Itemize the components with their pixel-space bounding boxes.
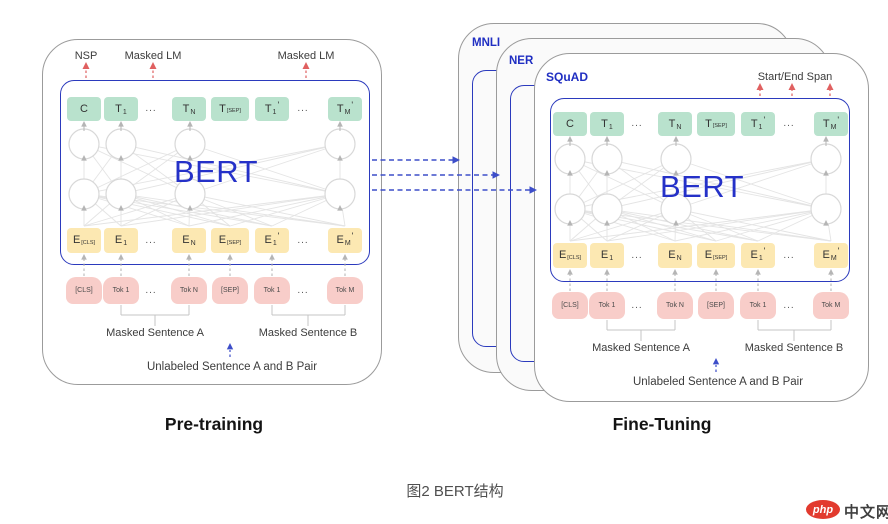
masked-sentence-a-label-ft: Masked Sentence A bbox=[592, 342, 690, 354]
finetuning-ellipsis: ... bbox=[783, 118, 795, 129]
pair-label: Unlabeled Sentence A and B Pair bbox=[146, 361, 318, 373]
pretraining-ellipsis: ... bbox=[297, 103, 309, 114]
finetuning-ellipsis: ... bbox=[631, 299, 643, 311]
masked-sentence-b-label-ft: Masked Sentence B bbox=[744, 342, 844, 354]
ner-label: NER bbox=[509, 55, 534, 67]
masked-sentence-a-label: Masked Sentence A bbox=[106, 327, 204, 339]
pretraining-embedding-token: E 1 ' bbox=[255, 228, 289, 253]
start-end-span-label: Start/End Span bbox=[757, 71, 833, 83]
bert-title-finetuning: BERT bbox=[659, 169, 745, 204]
finetuning-input-token: Tok M bbox=[813, 292, 849, 319]
finetuning-input-token: Tok 1 bbox=[740, 292, 776, 319]
squad-label: SQuAD bbox=[546, 70, 588, 84]
pretraining-input-token: Tok 1 bbox=[103, 277, 139, 304]
pair-label-ft: Unlabeled Sentence A and B Pair bbox=[632, 376, 804, 388]
pretraining-embedding-token: E [SEP] bbox=[211, 228, 249, 253]
pretraining-input-token: Tok 1 bbox=[254, 277, 290, 304]
finetuning-output-token: T [SEP] bbox=[697, 112, 735, 136]
pretraining-output-token: C bbox=[67, 97, 101, 121]
finetuning-output-token: C bbox=[553, 112, 587, 136]
pretraining-input-token: [CLS] bbox=[66, 277, 102, 304]
pretraining-ellipsis: ... bbox=[297, 234, 309, 246]
finetuning-input-token: Tok 1 bbox=[589, 292, 625, 319]
pretraining-input-token: [SEP] bbox=[212, 277, 248, 304]
pretraining-output-token: T 1 ' bbox=[255, 97, 289, 121]
pretraining-input-token: Tok M bbox=[327, 277, 363, 304]
bert-title-pretraining: BERT bbox=[173, 154, 259, 189]
finetuning-input-token: [CLS] bbox=[552, 292, 588, 319]
finetuning-input-token: [SEP] bbox=[698, 292, 734, 319]
squad-inner-box bbox=[550, 98, 850, 282]
pretraining-inner-box bbox=[60, 80, 370, 265]
finetuning-ellipsis: ... bbox=[783, 299, 795, 311]
finetuning-ellipsis: ... bbox=[631, 118, 643, 129]
figure-caption: 图2 BERT结构 bbox=[406, 483, 504, 500]
pretraining-output-token: T [SEP] bbox=[211, 97, 249, 121]
nsp-label: NSP bbox=[74, 50, 98, 62]
finetuning-caption: Fine-Tuning bbox=[612, 414, 712, 434]
finetuning-output-token: T M ' bbox=[814, 112, 848, 136]
pretraining-output-token: T M ' bbox=[328, 97, 362, 121]
pretraining-ellipsis: ... bbox=[297, 284, 309, 296]
finetuning-embedding-token: E M ' bbox=[814, 243, 848, 268]
finetuning-ellipsis: ... bbox=[631, 249, 643, 261]
pretraining-ellipsis: ... bbox=[145, 234, 157, 246]
finetuning-output-token: T 1 ' bbox=[741, 112, 775, 136]
pretraining-embedding-token: E M ' bbox=[328, 228, 362, 253]
pretraining-ellipsis: ... bbox=[145, 284, 157, 296]
finetuning-embedding-token: E [SEP] bbox=[697, 243, 735, 268]
masked-sentence-b-label: Masked Sentence B bbox=[258, 327, 358, 339]
masked-lm-label-2: Masked LM bbox=[277, 50, 335, 62]
php-logo-badge: php bbox=[806, 500, 840, 519]
finetuning-ellipsis: ... bbox=[783, 249, 795, 261]
pretraining-embedding-token: E [CLS] bbox=[67, 228, 101, 253]
finetuning-embedding-token: E [CLS] bbox=[553, 243, 587, 268]
finetuning-input-token: Tok N bbox=[657, 292, 693, 319]
finetuning-embedding-token: E 1 ' bbox=[741, 243, 775, 268]
pretraining-ellipsis: ... bbox=[145, 103, 157, 114]
masked-lm-label-1: Masked LM bbox=[124, 50, 182, 62]
pretraining-input-token: Tok N bbox=[171, 277, 207, 304]
mnli-label: MNLI bbox=[472, 37, 501, 49]
php-logo-text: 中文网 bbox=[844, 504, 888, 521]
pretraining-caption: Pre-training bbox=[164, 414, 264, 434]
